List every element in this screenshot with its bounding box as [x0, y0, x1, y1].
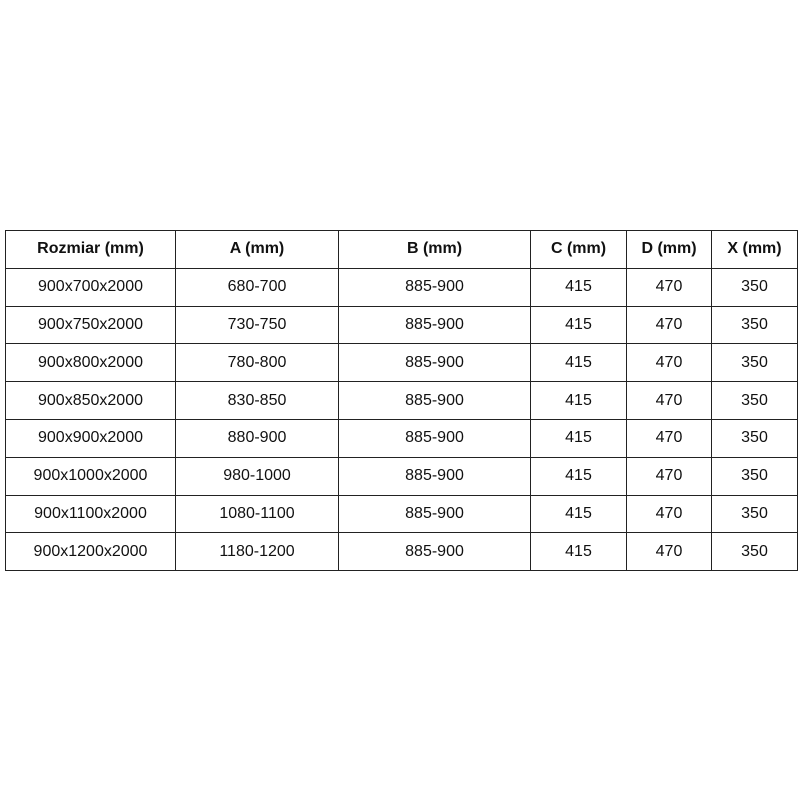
table-row: 900x1200x2000 1180-1200 885-900 415 470 350: [5, 532, 798, 572]
cell-b: 885-900: [338, 494, 531, 534]
dimensions-table: Rozmiar (mm) A (mm) B (mm) C (mm) D (mm)…: [5, 230, 798, 572]
cell-x: 350: [711, 343, 798, 383]
cell-x: 350: [711, 267, 798, 307]
table-row: 900x800x2000 780-800 885-900 415 470 350: [5, 343, 798, 383]
header-size: Rozmiar (mm): [5, 230, 176, 269]
cell-c: 415: [530, 456, 627, 496]
cell-b: 885-900: [338, 343, 531, 383]
cell-size: 900x1000x2000: [5, 456, 176, 496]
cell-b: 885-900: [338, 418, 531, 458]
header-b: B (mm): [338, 230, 531, 269]
cell-size: 900x900x2000: [5, 418, 176, 458]
table-body: 900x700x2000 680-700 885-900 415 470 350 900x7…: [5, 267, 798, 572]
cell-size: 900x750x2000: [5, 305, 176, 345]
header-a: A (mm): [175, 230, 339, 269]
cell-b: 885-900: [338, 381, 531, 420]
cell-size: 900x800x2000: [5, 343, 176, 383]
cell-c: 415: [530, 494, 627, 534]
cell-b: 885-900: [338, 532, 531, 572]
cell-a: 830-850: [175, 381, 339, 420]
table-row: 900x900x2000 880-900 885-900 415 470 350: [5, 418, 798, 458]
cell-x: 350: [711, 456, 798, 496]
cell-a: 730-750: [175, 305, 339, 345]
cell-c: 415: [530, 532, 627, 572]
cell-d: 470: [626, 456, 712, 496]
table-row: 900x700x2000 680-700 885-900 415 470 350: [5, 267, 798, 307]
cell-c: 415: [530, 343, 627, 383]
cell-x: 350: [711, 305, 798, 345]
cell-x: 350: [711, 532, 798, 572]
cell-d: 470: [626, 418, 712, 458]
cell-d: 470: [626, 343, 712, 383]
header-c: C (mm): [530, 230, 627, 269]
header-x: X (mm): [711, 230, 798, 269]
cell-c: 415: [530, 418, 627, 458]
cell-a: 780-800: [175, 343, 339, 383]
cell-d: 470: [626, 267, 712, 307]
cell-size: 900x1200x2000: [5, 532, 176, 572]
header-d: D (mm): [626, 230, 712, 269]
cell-a: 680-700: [175, 267, 339, 307]
cell-x: 350: [711, 381, 798, 420]
cell-c: 415: [530, 381, 627, 420]
cell-d: 470: [626, 305, 712, 345]
cell-c: 415: [530, 305, 627, 345]
header-row: Rozmiar (mm) A (mm) B (mm) C (mm) D (mm)…: [5, 230, 798, 269]
table-row: 900x1000x2000 980-1000 885-900 415 470 350: [5, 456, 798, 496]
cell-b: 885-900: [338, 456, 531, 496]
cell-x: 350: [711, 494, 798, 534]
cell-a: 1180-1200: [175, 532, 339, 572]
cell-a: 1080-1100: [175, 494, 339, 534]
cell-x: 350: [711, 418, 798, 458]
cell-size: 900x1100x2000: [5, 494, 176, 534]
cell-d: 470: [626, 494, 712, 534]
table-row: 900x750x2000 730-750 885-900 415 470 350: [5, 305, 798, 345]
cell-size: 900x850x2000: [5, 381, 176, 420]
cell-b: 885-900: [338, 305, 531, 345]
cell-a: 880-900: [175, 418, 339, 458]
cell-size: 900x700x2000: [5, 267, 176, 307]
table-row: 900x1100x2000 1080-1100 885-900 415 470 350: [5, 494, 798, 534]
cell-c: 415: [530, 267, 627, 307]
cell-b: 885-900: [338, 267, 531, 307]
table-row: 900x850x2000 830-850 885-900 415 470 350: [5, 381, 798, 420]
cell-a: 980-1000: [175, 456, 339, 496]
cell-d: 470: [626, 532, 712, 572]
cell-d: 470: [626, 381, 712, 420]
